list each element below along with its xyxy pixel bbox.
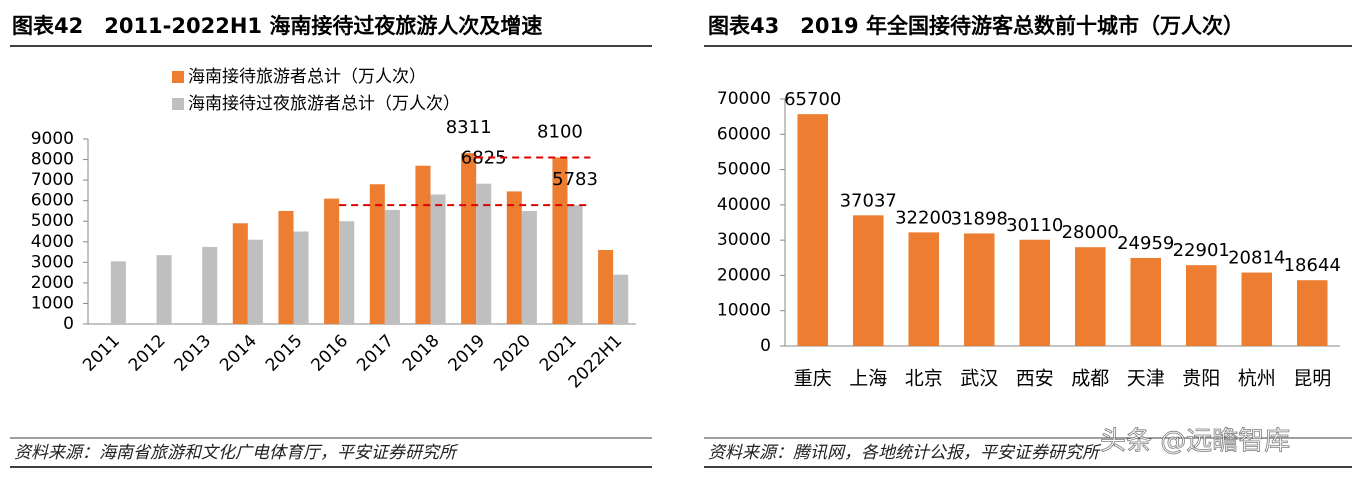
y-tick-label: 20000 xyxy=(717,265,771,285)
bar xyxy=(1130,257,1162,346)
chart-title: 图表42 2011-2022H1 海南接待过夜旅游人次及增速 xyxy=(12,14,542,38)
x-tick-label: 2017 xyxy=(353,331,398,376)
y-tick-label: 9000 xyxy=(31,129,74,149)
x-tick-label: 西安 xyxy=(1016,368,1054,390)
data-label: 6825 xyxy=(461,148,507,169)
bar xyxy=(476,183,492,324)
data-label: 24959 xyxy=(1117,233,1174,254)
x-tick-label: 2014 xyxy=(216,331,261,376)
x-tick-label: 上海 xyxy=(849,368,887,390)
legend-label: 海南接待旅游者总计（万人次） xyxy=(188,67,426,87)
data-label: 8100 xyxy=(537,122,583,143)
data-label: 22901 xyxy=(1173,240,1230,261)
bar xyxy=(369,184,385,324)
data-label: 8311 xyxy=(446,117,492,138)
bar xyxy=(110,261,126,324)
data-label: 32200 xyxy=(895,207,952,228)
bar xyxy=(384,209,400,324)
x-tick-label: 北京 xyxy=(905,368,943,390)
bar xyxy=(552,157,568,324)
bar xyxy=(461,153,477,324)
bar xyxy=(247,239,263,324)
y-tick-label: 50000 xyxy=(717,160,771,180)
bar xyxy=(1185,265,1217,346)
bar xyxy=(278,210,294,324)
x-tick-label: 杭州 xyxy=(1238,368,1276,390)
bar xyxy=(852,215,884,346)
x-tick-label: 2019 xyxy=(445,331,490,376)
legend-swatch xyxy=(172,98,184,110)
bar xyxy=(908,232,940,346)
bar xyxy=(156,255,172,324)
y-tick-label: 30000 xyxy=(717,230,771,250)
bar xyxy=(232,223,248,324)
bar xyxy=(202,246,218,324)
y-tick-label: 10000 xyxy=(717,301,771,321)
x-tick-label: 2020 xyxy=(490,331,535,376)
y-tick-label: 60000 xyxy=(717,124,771,144)
bar xyxy=(1019,239,1051,346)
y-tick-label: 2000 xyxy=(31,273,74,293)
x-tick-label: 重庆 xyxy=(794,368,832,390)
bar xyxy=(797,114,829,347)
bar xyxy=(506,191,522,324)
y-tick-label: 7000 xyxy=(31,170,74,190)
bar xyxy=(339,221,355,324)
bar xyxy=(963,233,995,346)
x-tick-label: 贵阳 xyxy=(1182,368,1220,390)
chart-title: 图表43 2019 年全国接待游客总数前十城市（万人次） xyxy=(708,14,1244,38)
bar xyxy=(567,205,583,324)
x-tick-label: 成都 xyxy=(1071,368,1109,390)
x-tick-label: 天津 xyxy=(1127,368,1165,390)
x-tick-label: 2016 xyxy=(308,331,353,376)
bar xyxy=(293,231,309,324)
y-tick-label: 70000 xyxy=(717,89,771,109)
x-tick-label: 2013 xyxy=(171,331,216,376)
x-tick-label: 2018 xyxy=(399,331,444,376)
x-tick-label: 2012 xyxy=(125,331,170,376)
data-label: 28000 xyxy=(1062,222,1119,243)
data-label: 65700 xyxy=(784,89,841,110)
x-tick-label: 武汉 xyxy=(960,368,998,390)
y-tick-label: 40000 xyxy=(717,195,771,215)
bar xyxy=(598,250,614,324)
data-label: 5783 xyxy=(552,169,598,190)
y-tick-label: 5000 xyxy=(31,211,74,231)
bar xyxy=(1074,247,1106,346)
data-label: 20814 xyxy=(1228,248,1285,269)
data-label: 37037 xyxy=(840,190,897,211)
y-tick-label: 8000 xyxy=(31,150,74,170)
data-label: 30110 xyxy=(1006,215,1063,236)
y-tick-label: 1000 xyxy=(31,293,74,313)
watermark: 头条 @远瞻智库 xyxy=(1100,427,1290,457)
data-label: 18644 xyxy=(1284,255,1341,276)
x-tick-label: 2015 xyxy=(262,331,307,376)
bar xyxy=(430,194,446,324)
data-label: 31898 xyxy=(951,208,1008,229)
bar xyxy=(1241,272,1273,346)
bar xyxy=(1296,280,1328,346)
bar xyxy=(613,274,629,324)
y-tick-label: 4000 xyxy=(31,232,74,252)
bar xyxy=(521,210,537,324)
source: 资料来源：腾讯网，各地统计公报，平安证券研究所 xyxy=(708,443,1102,463)
y-tick-label: 0 xyxy=(760,336,771,356)
y-tick-label: 3000 xyxy=(31,252,74,272)
y-tick-label: 6000 xyxy=(31,191,74,211)
y-tick-label: 0 xyxy=(63,314,74,334)
source: 资料来源：海南省旅游和文化广电体育厅，平安证券研究所 xyxy=(14,443,459,463)
bar xyxy=(415,165,431,324)
legend-label: 海南接待过夜旅游者总计（万人次） xyxy=(188,94,460,114)
x-tick-label: 2011 xyxy=(79,331,124,376)
x-tick-label: 昆明 xyxy=(1293,368,1331,390)
legend-swatch xyxy=(172,71,184,83)
bar xyxy=(324,198,340,324)
